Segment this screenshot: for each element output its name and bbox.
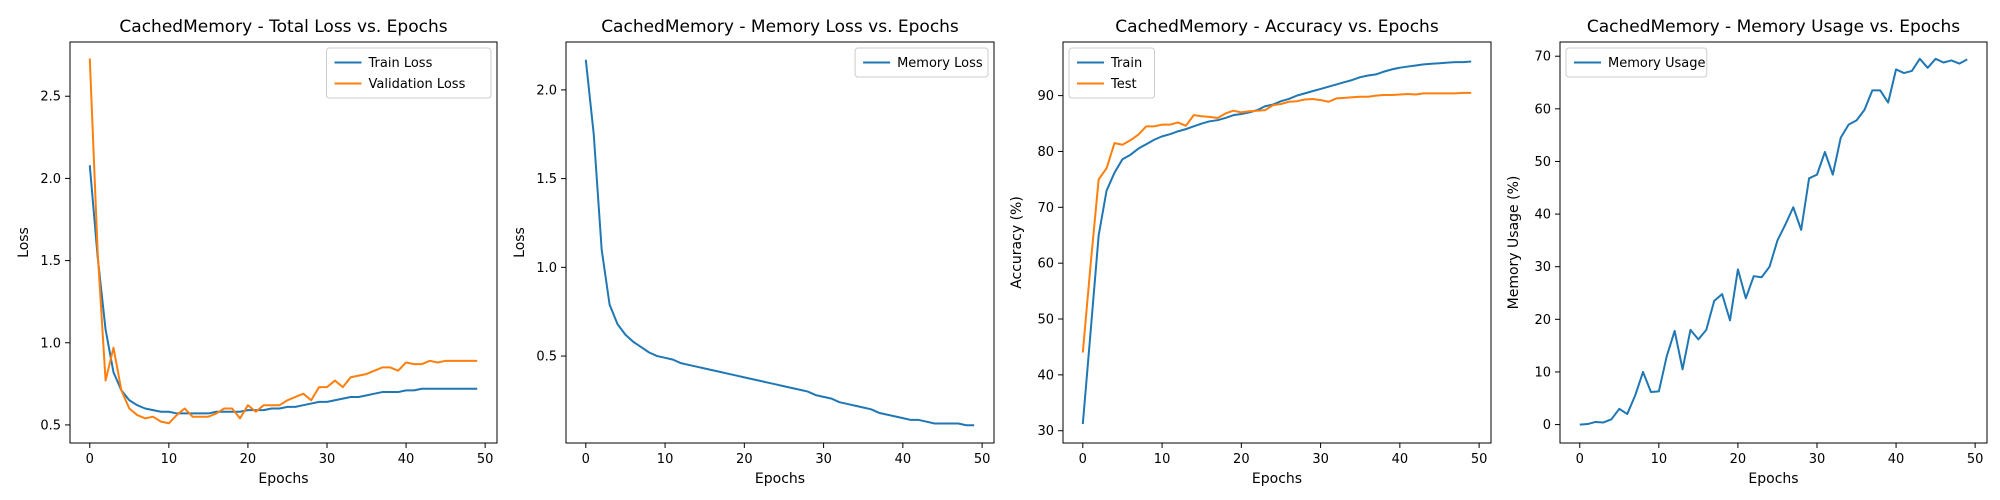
- legend-box: [854, 47, 989, 78]
- x-tick-label: 20: [1730, 452, 1747, 467]
- y-tick-label: 70: [1037, 201, 1054, 216]
- series-line-1: [1081, 60, 1472, 425]
- y-tick-label: 50: [1037, 313, 1054, 328]
- x-tick-label: 30: [1312, 452, 1329, 467]
- x-tick-label: 20: [736, 452, 753, 467]
- x-tick-label: 0: [1079, 452, 1087, 467]
- chart-panel-4: 0 10 20 30 40 50 0 10 20 30 40 50 60 70 CachedMemory -…: [1506, 17, 1988, 487]
- x-tick-label: 40: [398, 452, 415, 467]
- series-line-2: [88, 58, 478, 425]
- x-axis-label: Epochs: [755, 471, 805, 487]
- legend-label-1: Train Loss: [368, 56, 433, 71]
- x-axis-label: Epochs: [1252, 471, 1302, 487]
- chart-title: CachedMemory - Memory Loss vs. Epochs: [601, 17, 959, 37]
- legend: Train Test: [1068, 47, 1155, 99]
- chart-panel-1: 0 10 20 30 40 50 0.5 1.0 1.5 2.0 2.5 CachedMemory -…: [16, 17, 498, 487]
- x-tick-label: 0: [86, 452, 94, 467]
- plot-frame: [565, 41, 995, 444]
- x-tick-label: 10: [657, 452, 674, 467]
- x-tick-label: 30: [319, 452, 336, 467]
- chart-title: CachedMemory - Total Loss vs. Epochs: [119, 17, 447, 37]
- x-tick-label: 50: [974, 452, 991, 467]
- x-tick-label: 50: [1471, 452, 1488, 467]
- y-tick-label: 70: [1534, 50, 1551, 65]
- series-line-1: [584, 59, 975, 427]
- y-tick-label: 2.0: [40, 172, 61, 187]
- legend: Memory Usage: [1565, 47, 1708, 78]
- chart-title: CachedMemory - Memory Usage vs. Epochs: [1587, 17, 1960, 37]
- series-line-2: [1081, 91, 1472, 353]
- y-tick-label: 30: [1534, 260, 1551, 275]
- y-tick-label: 40: [1037, 368, 1054, 383]
- y-tick-label: 2.5: [40, 90, 61, 105]
- x-tick-label: 30: [1809, 452, 1826, 467]
- y-tick-label: 2.0: [536, 83, 557, 98]
- x-tick-label: 30: [815, 452, 832, 467]
- x-tick-label: 50: [477, 452, 494, 467]
- y-axis-label: Memory Usage (%): [1506, 176, 1522, 310]
- y-tick-label: 50: [1534, 155, 1551, 170]
- y-tick-label: 1.5: [536, 172, 557, 187]
- y-tick-label: 0: [1543, 418, 1551, 433]
- chart-title: CachedMemory - Accuracy vs. Epochs: [1115, 17, 1439, 37]
- x-axis-label: Epochs: [1748, 471, 1798, 487]
- legend-label-1: Memory Usage: [1608, 56, 1706, 71]
- y-tick-label: 10: [1534, 365, 1551, 380]
- x-tick-label: 10: [1651, 452, 1668, 467]
- chart-panel-3: 0 10 20 30 40 50 30 40 50 60 70 80 90 CachedMemory - …: [1009, 17, 1492, 487]
- x-tick-label: 50: [1967, 452, 1984, 467]
- x-tick-label: 40: [1888, 452, 1905, 467]
- y-tick-label: 0.5: [536, 350, 557, 365]
- x-tick-label: 40: [895, 452, 912, 467]
- x-axis-label: Epochs: [258, 471, 308, 487]
- plot-frame: [1559, 41, 1988, 444]
- x-tick-label: 10: [1154, 452, 1171, 467]
- x-tick-label: 40: [1392, 452, 1409, 467]
- y-tick-label: 30: [1037, 424, 1054, 439]
- plot-frame: [1062, 41, 1492, 444]
- y-tick-label: 1.0: [40, 336, 61, 351]
- legend-box: [1565, 47, 1708, 78]
- chart-panel-2: 0 10 20 30 40 50 0.5 1.0 1.5 2.0 CachedMemory - Me…: [512, 17, 995, 487]
- series-line-1: [88, 165, 478, 415]
- y-tick-label: 60: [1037, 257, 1054, 272]
- y-axis-label: Loss: [16, 227, 32, 258]
- legend: Train Loss Validation Loss: [326, 47, 492, 99]
- y-tick-label: 40: [1534, 208, 1551, 223]
- y-axis-label: Loss: [512, 227, 528, 258]
- series-line-1: [1579, 57, 1968, 426]
- x-tick-label: 0: [582, 452, 590, 467]
- x-tick-label: 20: [1233, 452, 1250, 467]
- plot-frame: [69, 41, 498, 444]
- y-tick-label: 90: [1037, 89, 1054, 104]
- y-tick-label: 1.0: [536, 261, 557, 276]
- legend-box: [326, 47, 492, 99]
- legend: Memory Loss: [854, 47, 989, 78]
- legend-label-2: Test: [1110, 77, 1137, 92]
- legend-box: [1068, 47, 1155, 99]
- y-tick-label: 80: [1037, 145, 1054, 160]
- x-tick-label: 0: [1576, 452, 1584, 467]
- y-tick-label: 60: [1534, 102, 1551, 117]
- x-tick-label: 10: [161, 452, 178, 467]
- legend-label-2: Validation Loss: [369, 77, 466, 92]
- x-tick-label: 20: [240, 452, 257, 467]
- legend-label-1: Train: [1110, 56, 1142, 71]
- y-tick-label: 0.5: [40, 418, 61, 433]
- y-tick-label: 20: [1534, 313, 1551, 328]
- y-axis-label: Accuracy (%): [1009, 196, 1025, 289]
- legend-label-1: Memory Loss: [897, 56, 983, 71]
- y-tick-label: 1.5: [40, 254, 61, 269]
